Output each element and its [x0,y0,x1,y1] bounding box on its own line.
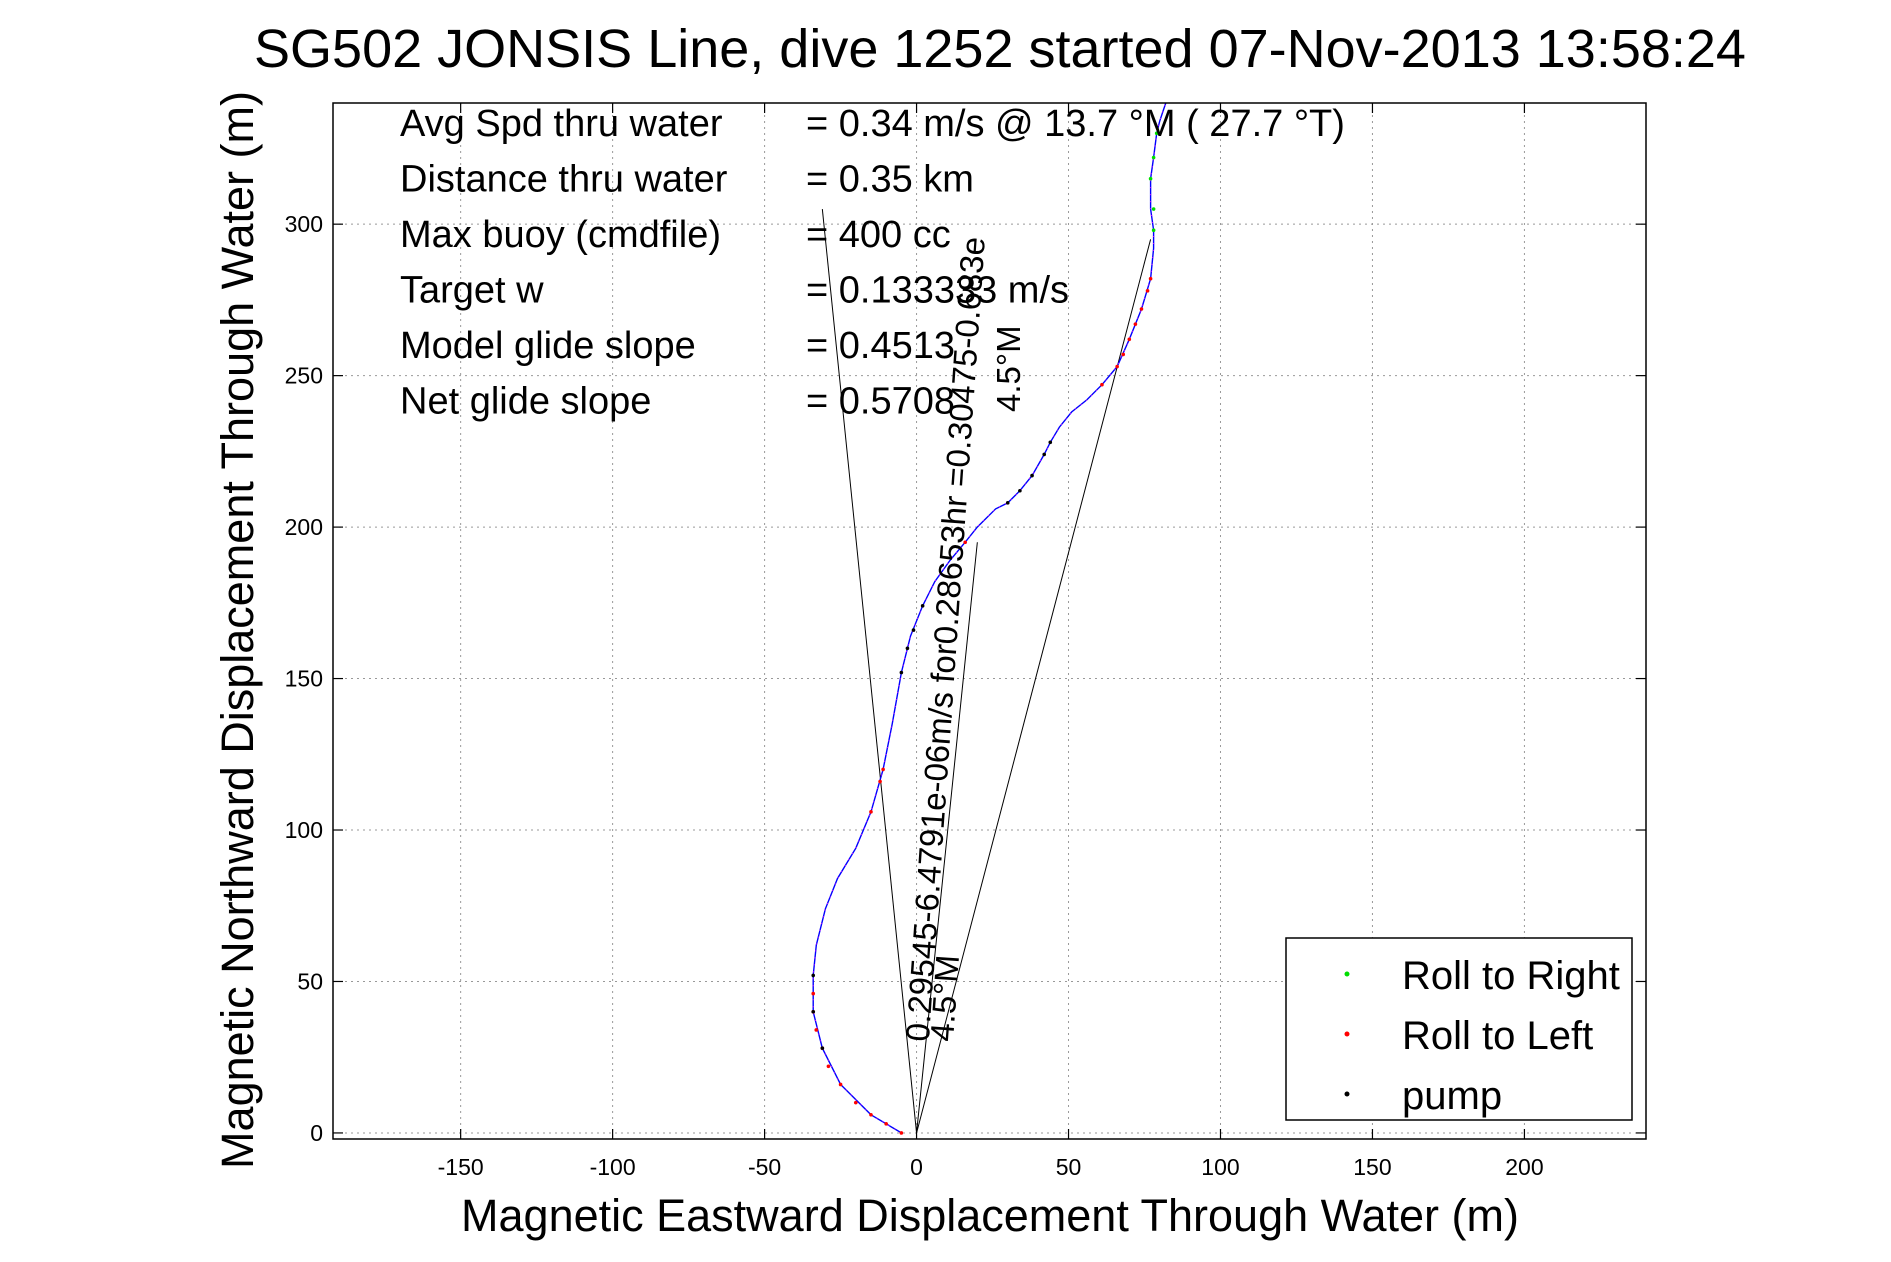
current-line [821,208,918,1133]
legend-marker [1344,1031,1350,1037]
marker-point [899,670,904,675]
info-value: = 0.5708 [806,381,955,423]
legend-label: Roll to Left [1402,1014,1593,1058]
marker-point [838,1082,843,1087]
current-line [916,239,1152,1134]
marker-point [884,1122,888,1126]
current-line [916,542,978,1133]
marker-point [814,1028,819,1032]
marker-point [1127,337,1132,342]
x-tick-label: -150 [438,1154,484,1180]
x-ticks: -150 -100 -50 0 50 100 150 200 [438,103,1544,1180]
marker-point [1121,352,1126,357]
x-tick-label: 100 [1201,1154,1239,1180]
marker-point [1151,207,1156,211]
marker-point [1145,289,1150,293]
info-value: = 0.4513 [806,325,955,367]
markers [811,131,1159,1135]
x-tick-label: 50 [1056,1154,1082,1180]
y-ticks: 0 50 100 150 200 250 300 [285,211,1646,1146]
rotated-label: 4.5°M [990,325,1027,412]
marker-point [1148,276,1153,281]
y-tick-label: 0 [310,1120,323,1146]
marker-point [811,991,816,996]
info-value: = 0.133333 m/s [806,270,1069,312]
marker-point [1100,382,1104,387]
current-lines [821,208,1152,1134]
marker-point [1154,131,1159,136]
marker-point [811,1009,816,1014]
marker-point [1151,228,1156,233]
info-block: Avg Spd thru water = 0.34 m/s @ 13.7 °M (… [400,103,1345,423]
legend-marker [1344,1091,1350,1097]
y-tick-label: 200 [285,514,323,540]
x-tick-label: 150 [1353,1154,1391,1180]
legend-marker [1344,971,1350,977]
info-label: Max buoy (cmdfile) [400,214,721,256]
info-value: = 0.34 m/s @ 13.7 °M ( 27.7 °T) [806,103,1345,145]
marker-point [826,1064,831,1069]
info-label: Model glide slope [400,325,696,367]
rotated-label: 4.5°M [923,954,966,1043]
marker-point [1115,364,1119,369]
marker-point [878,779,882,784]
marker-point [811,973,816,978]
marker-point [869,1112,873,1117]
marker-point [881,767,885,772]
marker-point [905,646,910,651]
y-tick-label: 150 [285,666,323,692]
marker-point [1042,452,1047,457]
marker-point [920,604,925,608]
y-tick-label: 50 [297,968,323,994]
marker-point [963,540,967,545]
marker-point [1133,322,1138,326]
marker-point [1048,440,1053,445]
marker-point [820,1046,825,1050]
x-tick-label: 0 [910,1154,923,1180]
legend-label: pump [1402,1074,1502,1118]
legend: Roll to Right Roll to Left pump [1285,937,1633,1121]
info-value: = 0.35 km [806,159,974,201]
marker-point [1151,155,1156,160]
legend-label: Roll to Right [1402,954,1620,998]
legend-box [1285,937,1633,1121]
x-tick-label: 200 [1505,1154,1543,1180]
marker-point [869,810,873,814]
info-label: Net glide slope [400,381,651,423]
marker-point [1139,307,1144,311]
y-tick-label: 100 [285,817,323,843]
marker-point [1148,176,1153,181]
info-label: Target w [400,270,544,312]
marker-point [1018,488,1022,493]
y-tick-label: 300 [285,211,323,237]
y-axis-label: Magnetic Northward Displacement Through … [212,91,263,1169]
info-value: = 400 cc [806,214,951,256]
chart-title: SG502 JONSIS Line, dive 1252 started 07-… [254,19,1746,79]
marker-point [853,1100,858,1105]
plot-frame [332,102,1647,1140]
marker-point [899,1131,904,1135]
marker-point [1005,501,1010,505]
y-tick-label: 250 [285,363,323,389]
x-axis-label: Magnetic Eastward Displacement Through W… [461,1190,1519,1241]
x-tick-label: -50 [748,1154,781,1180]
info-label: Distance thru water [400,159,728,201]
marker-point [1030,473,1034,478]
x-tick-label: -100 [590,1154,636,1180]
info-label: Avg Spd thru water [400,103,723,145]
marker-point [911,628,916,632]
